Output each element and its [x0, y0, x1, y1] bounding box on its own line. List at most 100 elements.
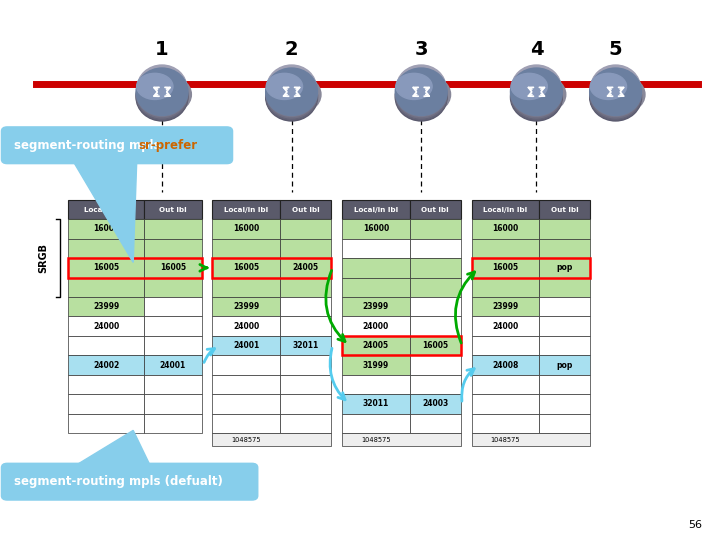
Text: 2: 2	[285, 40, 298, 59]
Ellipse shape	[511, 70, 562, 117]
Bar	[280, 297, 331, 316]
Bar	[212, 219, 280, 239]
Bar	[280, 336, 331, 355]
Ellipse shape	[510, 71, 562, 118]
Bar	[144, 258, 202, 278]
Text: 23999: 23999	[492, 302, 518, 311]
Text: 1048575: 1048575	[490, 436, 521, 443]
Ellipse shape	[512, 65, 561, 111]
Text: 16005: 16005	[422, 341, 449, 350]
Bar	[410, 375, 461, 394]
Bar	[68, 258, 144, 278]
Ellipse shape	[137, 75, 192, 114]
Bar	[280, 200, 331, 219]
Text: Local/in lbl: Local/in lbl	[84, 206, 128, 213]
Text: 32011: 32011	[292, 341, 319, 350]
Text: 24008: 24008	[492, 361, 518, 369]
Ellipse shape	[136, 68, 188, 116]
Bar	[342, 278, 410, 297]
Bar	[410, 394, 461, 414]
Bar	[68, 200, 144, 219]
Bar	[212, 414, 280, 433]
Text: segment-routing mpls: segment-routing mpls	[14, 139, 165, 152]
Text: 16005: 16005	[160, 264, 186, 272]
Text: pop: pop	[557, 264, 573, 272]
Bar	[280, 375, 331, 394]
Bar	[410, 355, 461, 375]
Bar	[410, 336, 461, 355]
Ellipse shape	[266, 72, 318, 119]
Ellipse shape	[396, 68, 446, 113]
Bar	[539, 258, 590, 278]
Ellipse shape	[590, 68, 642, 116]
Ellipse shape	[266, 71, 318, 118]
Ellipse shape	[590, 70, 641, 117]
Ellipse shape	[510, 68, 562, 116]
Bar	[68, 355, 144, 375]
Bar	[212, 200, 280, 219]
Bar	[472, 316, 539, 336]
Text: 23999: 23999	[93, 302, 120, 311]
Ellipse shape	[137, 69, 187, 115]
Text: 24005: 24005	[292, 264, 319, 272]
Ellipse shape	[266, 70, 317, 117]
FancyBboxPatch shape	[1, 463, 258, 500]
Bar	[212, 394, 280, 414]
Text: 24001: 24001	[233, 341, 259, 350]
Bar	[410, 297, 461, 316]
Ellipse shape	[511, 68, 562, 113]
Bar	[212, 375, 280, 394]
Bar	[280, 239, 331, 258]
Ellipse shape	[511, 69, 562, 115]
Bar	[68, 394, 144, 414]
Bar	[342, 394, 410, 414]
Bar	[144, 316, 202, 336]
Ellipse shape	[266, 69, 317, 115]
Text: 24005: 24005	[363, 341, 389, 350]
Bar	[144, 375, 202, 394]
Ellipse shape	[395, 72, 447, 119]
Bar	[342, 219, 410, 239]
Ellipse shape	[138, 65, 186, 111]
Text: 3: 3	[415, 40, 428, 59]
Text: Out lbl: Out lbl	[292, 206, 320, 213]
Bar	[212, 316, 280, 336]
Ellipse shape	[137, 66, 187, 112]
Text: 24002: 24002	[93, 361, 120, 369]
Ellipse shape	[511, 73, 547, 99]
Bar	[68, 278, 144, 297]
Bar	[212, 278, 280, 297]
Bar	[472, 200, 539, 219]
Text: 24000: 24000	[492, 322, 518, 330]
Text: Out lbl: Out lbl	[421, 206, 449, 213]
Ellipse shape	[266, 68, 318, 116]
Text: 56: 56	[688, 520, 702, 530]
Text: 1048575: 1048575	[231, 436, 261, 443]
Bar	[68, 258, 202, 278]
Bar	[472, 414, 539, 433]
Bar	[342, 297, 410, 316]
Ellipse shape	[590, 66, 641, 112]
Ellipse shape	[395, 71, 447, 118]
Bar	[280, 316, 331, 336]
Ellipse shape	[396, 70, 446, 117]
Bar	[342, 375, 410, 394]
Bar	[539, 414, 590, 433]
Text: 16000: 16000	[233, 225, 259, 233]
Bar	[410, 219, 461, 239]
Bar	[472, 375, 539, 394]
Text: 5: 5	[609, 40, 622, 59]
Bar	[342, 239, 410, 258]
Bar	[472, 394, 539, 414]
Bar	[410, 316, 461, 336]
Ellipse shape	[511, 66, 562, 112]
Bar	[144, 355, 202, 375]
Bar	[342, 336, 461, 355]
Text: 16005: 16005	[233, 264, 259, 272]
Bar	[539, 355, 590, 375]
Polygon shape	[72, 430, 151, 468]
Bar	[68, 316, 144, 336]
FancyBboxPatch shape	[1, 127, 233, 164]
Bar	[144, 297, 202, 316]
Bar	[342, 200, 410, 219]
